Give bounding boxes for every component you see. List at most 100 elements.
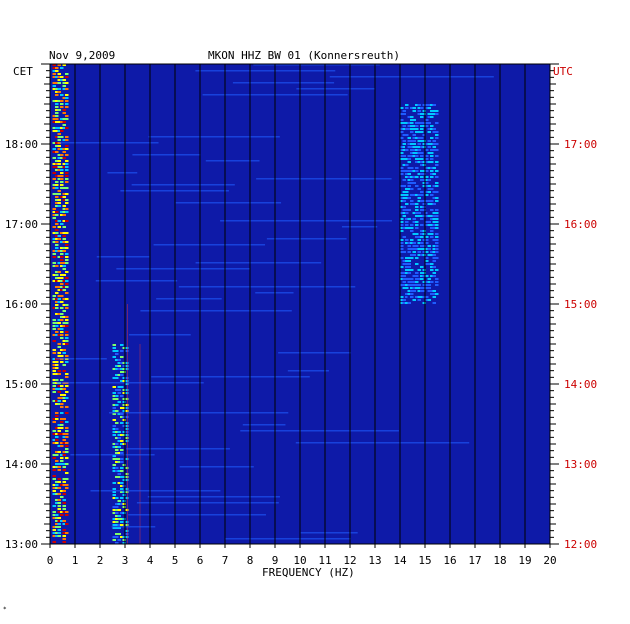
- spectrogram-cell: [420, 173, 424, 175]
- spectrogram-cell: [62, 118, 66, 120]
- spectrogram-cell: [115, 437, 119, 439]
- spectrogram-cell: [55, 265, 59, 267]
- spectrogram-cell: [60, 100, 64, 102]
- spectrogram-cell: [435, 113, 439, 115]
- spectrogram-cell: [407, 128, 411, 130]
- spectrogram-cell: [405, 194, 409, 196]
- grid-lines: [49, 63, 551, 545]
- spectrogram-cell: [117, 458, 121, 460]
- noise-streak: [266, 238, 347, 240]
- spectrogram-cell: [52, 493, 56, 495]
- y-tick-marks: [41, 63, 559, 545]
- spectrogram-cell: [52, 319, 56, 321]
- spectrogram-cell: [60, 211, 64, 213]
- spectrogram-cell: [400, 296, 404, 298]
- noise-streak: [111, 526, 156, 528]
- spectrogram-cell: [405, 164, 409, 166]
- spectrogram-cell: [402, 263, 406, 265]
- spectrogram-cell: [57, 250, 61, 252]
- spectrogram-cell: [65, 340, 69, 342]
- spectrogram-cell: [60, 67, 64, 69]
- noise-streak: [70, 454, 155, 456]
- spectrogram-cell: [62, 442, 66, 444]
- x-tick-label: 11: [318, 554, 331, 567]
- spectrogram-cell: [425, 284, 429, 286]
- spectrogram-cell: [412, 287, 416, 289]
- spectrogram-cell: [425, 242, 429, 244]
- spectrogram-cell: [52, 466, 56, 468]
- spectrogram-cell: [120, 440, 124, 442]
- spectrogram-cell: [427, 281, 431, 283]
- spectrogram-cell: [417, 200, 421, 202]
- spectrogram-cell: [112, 506, 116, 508]
- spectrogram-cell: [65, 88, 69, 90]
- spectrogram-cell: [402, 122, 406, 124]
- spectrogram-cell: [52, 340, 56, 342]
- spectrogram-cell: [412, 290, 416, 292]
- spectrogram-cell: [422, 269, 426, 271]
- spectrogram-cell: [402, 146, 406, 148]
- spectrogram-cell: [115, 509, 119, 511]
- spectrogram-cell: [115, 350, 119, 352]
- noise-streak: [220, 220, 392, 222]
- spectrogram-cell: [417, 251, 421, 253]
- spectrogram-cell: [60, 421, 64, 423]
- spectrogram-cell: [415, 185, 419, 187]
- spectrogram-cell: [400, 158, 404, 160]
- spectrogram-cell: [412, 221, 416, 223]
- y-axis-left: 13:00 14:00 15:00 16:00 17:00 18:00: [5, 138, 38, 551]
- spectrogram-cell: [52, 370, 56, 372]
- noise-streak: [131, 184, 235, 186]
- spectrogram-cell: [427, 140, 431, 142]
- spectrogram-cell: [407, 182, 411, 184]
- spectrogram-cell: [55, 442, 59, 444]
- spectrogram-cell: [112, 392, 116, 394]
- spectrogram-cell: [407, 293, 411, 295]
- spectrogram-cell: [57, 280, 61, 282]
- spectrogram-cell: [400, 221, 404, 223]
- spectrogram-cell: [55, 388, 59, 390]
- spectrogram-cell: [435, 161, 439, 163]
- spectrogram-cell: [125, 350, 129, 352]
- spectrogram-cell: [420, 290, 424, 292]
- x-tick-label: 5: [172, 554, 179, 567]
- spectrogram-cell: [65, 523, 69, 525]
- spectrogram-cell: [65, 97, 69, 99]
- spectrogram-cell: [417, 218, 421, 220]
- spectrogram-cell: [417, 110, 421, 112]
- spectrogram-cell: [417, 152, 421, 154]
- spectrogram-cell: [427, 290, 431, 292]
- spectrogram-cell: [62, 322, 66, 324]
- spectrogram-cell: [62, 205, 66, 207]
- spectrogram-cell: [62, 286, 66, 288]
- spectrogram-cell: [65, 172, 69, 174]
- spectrogram-cell: [435, 164, 439, 166]
- spectrogram-cell: [112, 410, 116, 412]
- spectrogram-cell: [57, 169, 61, 171]
- spectrogram-cell: [62, 490, 66, 492]
- spectrogram-cell: [407, 266, 411, 268]
- spectrogram-cell: [57, 166, 61, 168]
- spectrogram-cell: [400, 302, 404, 304]
- spectrogram-cell: [402, 281, 406, 283]
- spectrogram-cell: [55, 517, 59, 519]
- spectrogram-cell: [427, 161, 431, 163]
- spectrogram-cell: [62, 325, 66, 327]
- spectrogram-cell: [115, 422, 119, 424]
- spectrogram-cell: [125, 380, 129, 382]
- spectrogram-cell: [432, 248, 436, 250]
- spectrogram-cell: [57, 355, 61, 357]
- spectrogram-cell: [60, 457, 64, 459]
- spectrogram-cell: [62, 262, 66, 264]
- noise-streak: [175, 202, 282, 204]
- spectrogram-cell: [65, 427, 69, 429]
- spectrogram-cell: [415, 149, 419, 151]
- spectrogram-cell: [417, 269, 421, 271]
- spectrogram-cell: [417, 290, 421, 292]
- spectrogram-cell: [422, 254, 426, 256]
- spectrogram-cell: [420, 128, 424, 130]
- spectrogram-cell: [417, 239, 421, 241]
- spectrogram-cell: [417, 122, 421, 124]
- spectrogram-cell: [425, 212, 429, 214]
- spectrogram-cell: [435, 239, 439, 241]
